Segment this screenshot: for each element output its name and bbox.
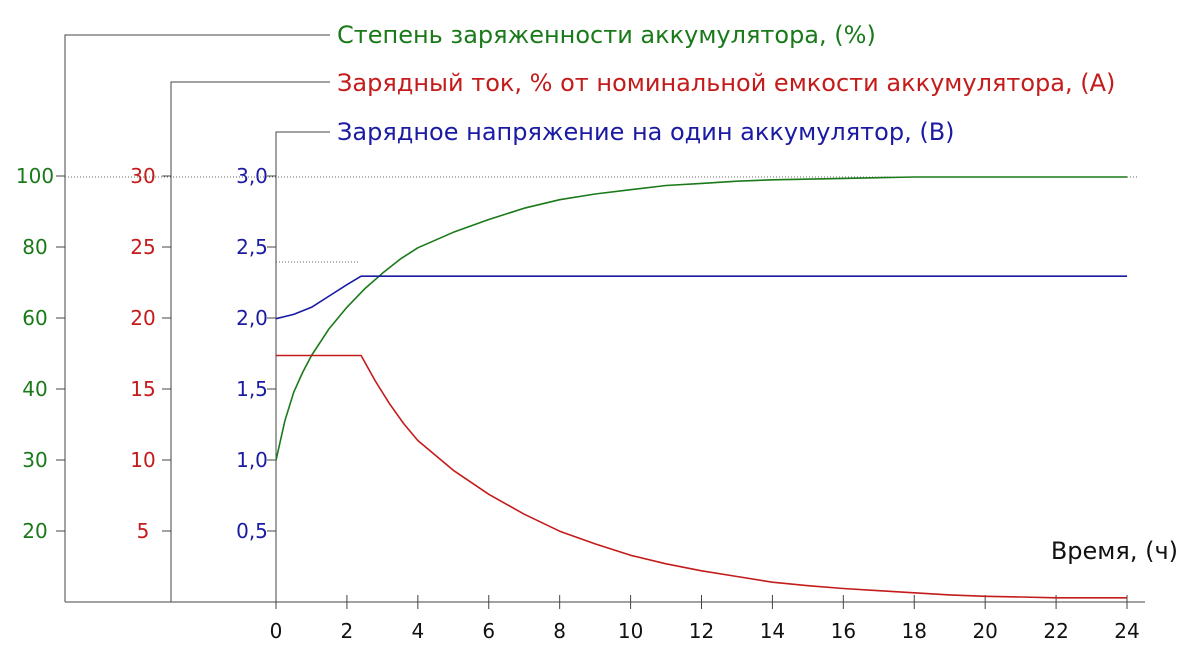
soc-title: Степень заряженности аккумулятора, (%) [337, 21, 876, 49]
voltage-series-line [275, 275, 1127, 320]
x-axis-ticks: 0 2 4 6 8 10 12 14 16 18 20 22 24 [270, 595, 1140, 643]
soc-tick-label: 40 [22, 377, 47, 401]
voltage-title: Зарядное напряжение на один аккумулятор,… [337, 118, 955, 146]
current-tick-label: 30 [130, 164, 155, 188]
current-axis: 5 10 15 20 25 30 [130, 164, 172, 602]
voltage-tick-label: 2,0 [236, 306, 268, 330]
x-tick-label: 12 [689, 619, 714, 643]
voltage-axis: 0,5 1,0 1,5 2,0 2,5 3,0 [236, 164, 277, 602]
x-tick-label: 6 [482, 619, 495, 643]
soc-tick-label: 20 [22, 519, 47, 543]
x-axis-label: Время, (ч) [1051, 537, 1178, 565]
x-tick-label: 20 [972, 619, 997, 643]
x-tick-label: 22 [1043, 619, 1068, 643]
x-tick-label: 18 [902, 619, 927, 643]
current-tick-label: 10 [130, 448, 155, 472]
voltage-title-leader [275, 131, 330, 600]
soc-title-leader [64, 34, 330, 600]
x-tick-label: 24 [1114, 619, 1139, 643]
x-tick-label: 4 [411, 619, 424, 643]
soc-tick-label: 100 [16, 164, 54, 188]
soc-axis: 20 30 40 60 80 100 [16, 164, 66, 602]
soc-series-line [275, 176, 1127, 461]
soc-tick-label: 60 [22, 306, 47, 330]
soc-tick-label: 30 [22, 448, 47, 472]
current-tick-label: 5 [137, 519, 150, 543]
voltage-tick-label: 2,5 [236, 235, 268, 259]
x-tick-label: 2 [341, 619, 354, 643]
series-group [275, 176, 1127, 599]
x-tick-label: 0 [270, 619, 283, 643]
voltage-tick-label: 1,5 [236, 377, 268, 401]
x-tick-label: 10 [618, 619, 643, 643]
voltage-tick-label: 3,0 [236, 164, 268, 188]
current-tick-label: 15 [130, 377, 155, 401]
current-title: Зарядный ток, % от номинальной емкости а… [337, 69, 1115, 97]
voltage-tick-label: 1,0 [236, 448, 268, 472]
current-series-line [276, 354, 1127, 599]
guides [65, 176, 1137, 263]
x-tick-label: 8 [553, 619, 566, 643]
voltage-tick-label: 0,5 [236, 519, 268, 543]
soc-tick-label: 80 [22, 235, 47, 259]
current-tick-label: 25 [130, 235, 155, 259]
titles: Степень заряженности аккумулятора, (%) З… [64, 21, 1115, 600]
x-tick-label: 14 [760, 619, 785, 643]
current-tick-label: 20 [130, 306, 155, 330]
x-tick-label: 16 [831, 619, 856, 643]
